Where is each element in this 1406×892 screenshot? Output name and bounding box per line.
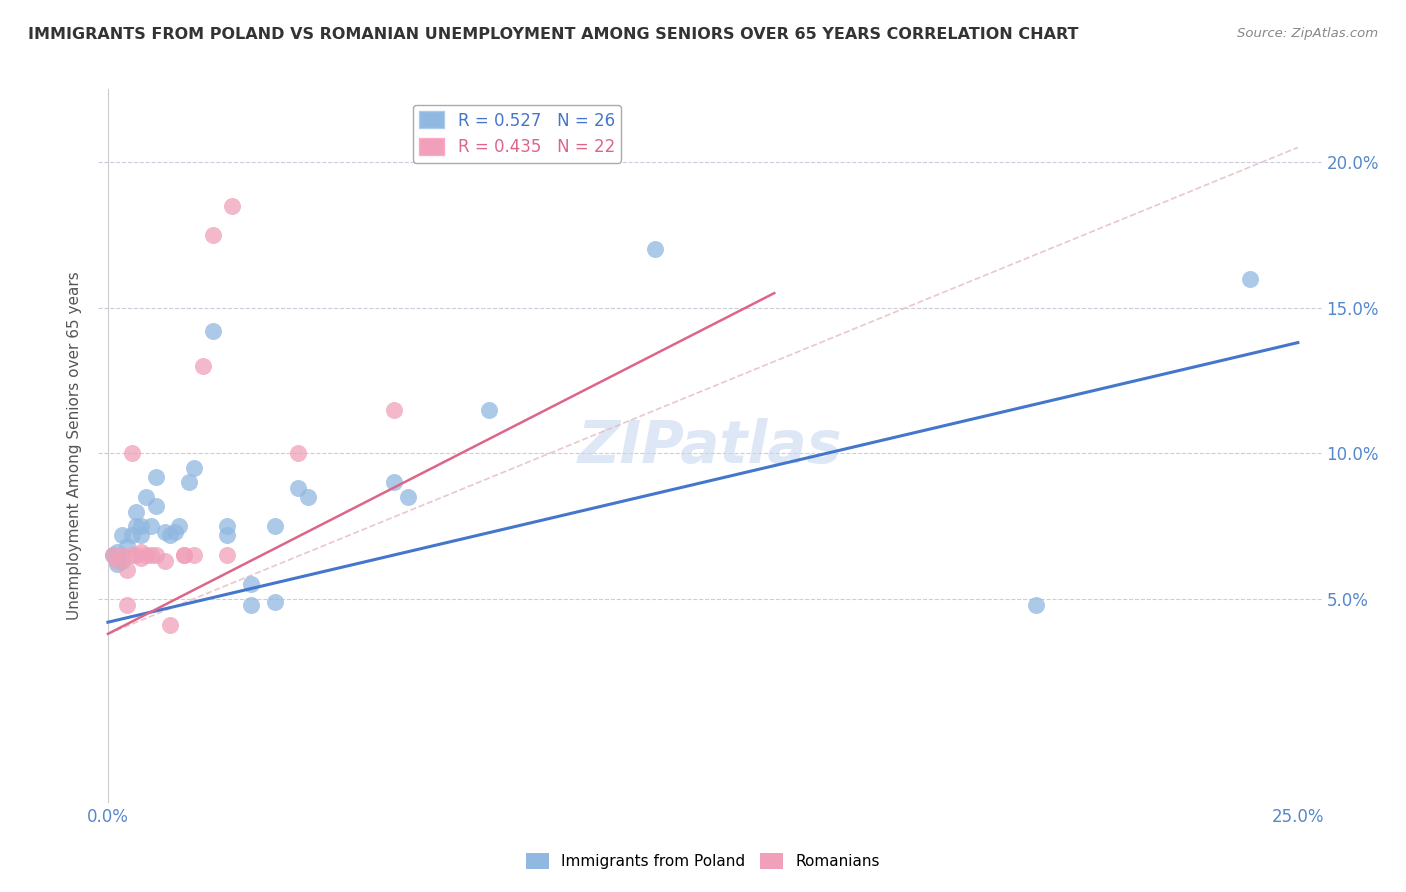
Point <box>239 577 262 591</box>
Point <box>169 519 191 533</box>
Point <box>115 540 138 554</box>
Point <box>125 548 148 562</box>
Point <box>101 548 124 562</box>
Point <box>644 243 666 257</box>
Point <box>287 446 309 460</box>
Point <box>215 528 238 542</box>
Point <box>173 548 195 562</box>
Point <box>159 618 181 632</box>
Point <box>382 402 405 417</box>
Point <box>125 519 148 533</box>
Point <box>153 524 176 539</box>
Point <box>173 548 195 562</box>
Point <box>129 528 152 542</box>
Point <box>215 519 238 533</box>
Point <box>153 554 176 568</box>
Point <box>107 545 129 559</box>
Point <box>115 598 138 612</box>
Point <box>135 548 157 562</box>
Legend: R = 0.527   N = 26, R = 0.435   N = 22: R = 0.527 N = 26, R = 0.435 N = 22 <box>412 104 621 162</box>
Point <box>215 548 238 562</box>
Point <box>297 490 319 504</box>
Text: Source: ZipAtlas.com: Source: ZipAtlas.com <box>1237 27 1378 40</box>
Point <box>1239 271 1261 285</box>
Point <box>107 554 129 568</box>
Point <box>263 595 285 609</box>
Point <box>201 324 224 338</box>
Point <box>263 519 285 533</box>
Point <box>177 475 200 490</box>
Point <box>111 548 134 562</box>
Y-axis label: Unemployment Among Seniors over 65 years: Unemployment Among Seniors over 65 years <box>67 272 83 620</box>
Point <box>159 528 181 542</box>
Point <box>115 563 138 577</box>
Point <box>183 460 205 475</box>
Point <box>101 548 124 562</box>
Point <box>287 481 309 495</box>
Point <box>239 598 262 612</box>
Point <box>139 519 162 533</box>
Point <box>183 548 205 562</box>
Point <box>163 524 186 539</box>
Point <box>221 199 243 213</box>
Point <box>135 490 157 504</box>
Point <box>125 504 148 518</box>
Point <box>129 545 152 559</box>
Point <box>145 469 167 483</box>
Point <box>478 402 501 417</box>
Point <box>396 490 419 504</box>
Point <box>1025 598 1047 612</box>
Point <box>191 359 214 373</box>
Point <box>145 548 167 562</box>
Point <box>107 557 129 571</box>
Point <box>129 551 152 566</box>
Point <box>121 548 143 562</box>
Point <box>139 548 162 562</box>
Point <box>121 528 143 542</box>
Point <box>111 554 134 568</box>
Point <box>145 499 167 513</box>
Text: ZIPatlas: ZIPatlas <box>578 417 842 475</box>
Point <box>111 528 134 542</box>
Point <box>201 227 224 242</box>
Legend: Immigrants from Poland, Romanians: Immigrants from Poland, Romanians <box>520 847 886 875</box>
Point <box>382 475 405 490</box>
Point <box>129 519 152 533</box>
Text: IMMIGRANTS FROM POLAND VS ROMANIAN UNEMPLOYMENT AMONG SENIORS OVER 65 YEARS CORR: IMMIGRANTS FROM POLAND VS ROMANIAN UNEMP… <box>28 27 1078 42</box>
Point <box>121 446 143 460</box>
